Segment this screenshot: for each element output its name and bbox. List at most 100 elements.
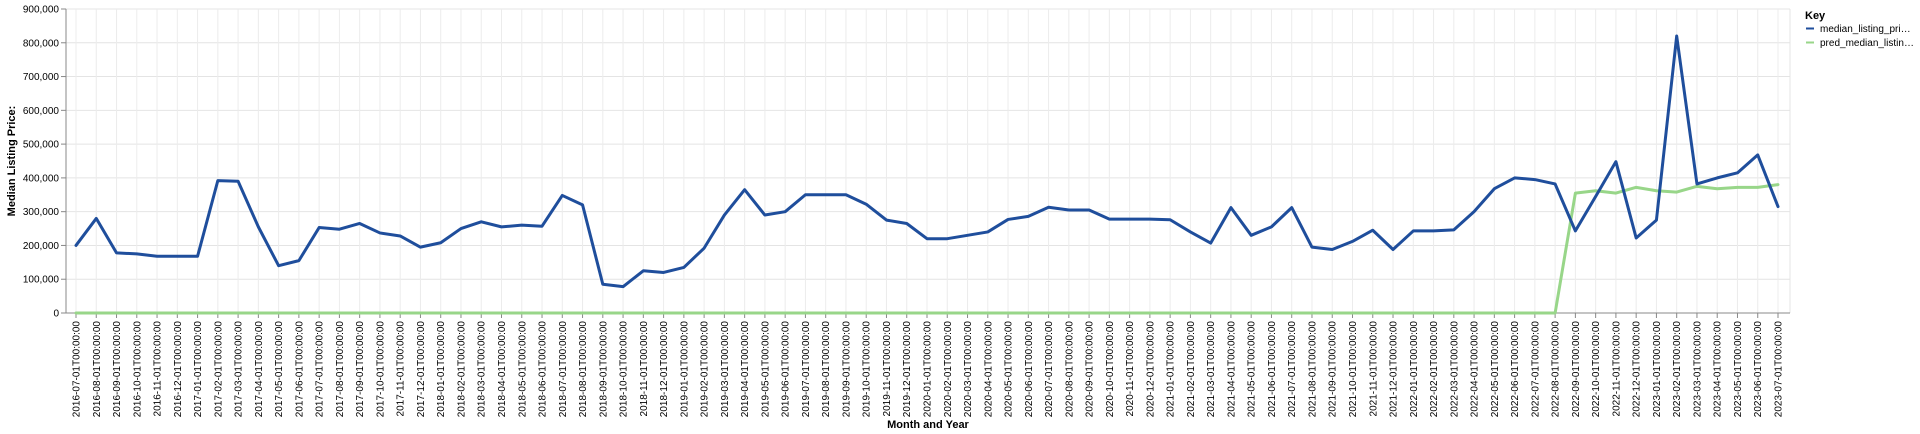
- x-tick-label: 2023-03-01T00:00:00: [1692, 321, 1703, 418]
- x-tick-label: 2017-09-01T00:00:00: [355, 321, 366, 418]
- legend: Key median_listing_pri… pred_median_listi…: [1805, 10, 1914, 49]
- y-tick-label: 400,000: [23, 173, 60, 184]
- x-tick-label: 2021-12-01T00:00:00: [1389, 321, 1400, 418]
- x-tick-label: 2018-07-01T00:00:00: [558, 321, 569, 418]
- y-tick-label: 100,000: [23, 275, 60, 286]
- x-tick-label: 2016-09-01T00:00:00: [112, 321, 123, 418]
- x-tick-label: 2020-11-01T00:00:00: [1125, 321, 1136, 417]
- x-tick-label: 2023-02-01T00:00:00: [1672, 321, 1683, 418]
- x-tick-label: 2019-11-01T00:00:00: [882, 321, 893, 417]
- x-tick-label: 2018-09-01T00:00:00: [598, 321, 609, 418]
- x-tick-label: 2019-08-01T00:00:00: [821, 321, 832, 418]
- x-tick-label: 2020-08-01T00:00:00: [1064, 321, 1075, 418]
- x-axis-ticks: 2016-07-01T00:00:00 2016-08-01T00:00:00 20…: [72, 313, 1785, 417]
- y-axis-title: Median Listing Price:: [6, 106, 18, 217]
- x-tick-label: 2017-06-01T00:00:00: [294, 321, 305, 418]
- x-tick-label: 2017-11-01T00:00:00: [396, 321, 407, 417]
- x-tick-label: 2020-02-01T00:00:00: [943, 321, 954, 418]
- x-tick-label: 2020-09-01T00:00:00: [1085, 321, 1096, 418]
- x-tick-label: 2018-11-01T00:00:00: [639, 321, 650, 417]
- x-tick-label: 2017-04-01T00:00:00: [254, 321, 265, 418]
- x-tick-label: 2023-06-01T00:00:00: [1753, 321, 1764, 418]
- x-tick-label: 2019-12-01T00:00:00: [902, 321, 913, 418]
- x-tick-label: 2016-12-01T00:00:00: [173, 321, 184, 418]
- x-tick-label: 2020-12-01T00:00:00: [1145, 321, 1156, 418]
- x-tick-label: 2020-01-01T00:00:00: [923, 321, 934, 418]
- x-tick-label: 2020-07-01T00:00:00: [1044, 321, 1055, 418]
- x-tick-label: 2019-06-01T00:00:00: [781, 321, 792, 418]
- x-tick-label: 2018-06-01T00:00:00: [538, 321, 549, 418]
- x-tick-label: 2021-08-01T00:00:00: [1307, 321, 1318, 418]
- x-tick-label: 2017-05-01T00:00:00: [274, 321, 285, 418]
- x-tick-label: 2021-07-01T00:00:00: [1287, 321, 1298, 418]
- x-tick-label: 2022-01-01T00:00:00: [1409, 321, 1420, 418]
- grid: [66, 8, 1791, 314]
- x-tick-label: 2022-05-01T00:00:00: [1490, 321, 1501, 418]
- x-tick-label: 2016-10-01T00:00:00: [132, 321, 143, 418]
- legend-title: Key: [1805, 10, 1826, 22]
- x-tick-label: 2019-07-01T00:00:00: [801, 321, 812, 418]
- x-tick-label: 2018-03-01T00:00:00: [477, 321, 488, 418]
- y-tick-label: 500,000: [23, 140, 60, 151]
- x-tick-label: 2021-04-01T00:00:00: [1226, 321, 1237, 418]
- y-tick-label: 900,000: [23, 5, 60, 16]
- y-tick-label: 200,000: [23, 241, 60, 252]
- x-tick-label: 2019-01-01T00:00:00: [679, 321, 690, 418]
- x-tick-label: 2019-05-01T00:00:00: [760, 321, 771, 418]
- x-tick-label: 2022-11-01T00:00:00: [1611, 321, 1622, 417]
- x-tick-label: 2020-03-01T00:00:00: [963, 321, 974, 418]
- x-tick-label: 2018-01-01T00:00:00: [436, 321, 447, 418]
- x-tick-label: 2021-09-01T00:00:00: [1328, 321, 1339, 418]
- x-tick-label: 2017-08-01T00:00:00: [335, 321, 346, 418]
- x-tick-label: 2019-02-01T00:00:00: [700, 321, 711, 418]
- x-tick-label: 2017-12-01T00:00:00: [416, 321, 427, 418]
- x-tick-label: 2022-06-01T00:00:00: [1510, 321, 1521, 418]
- x-tick-label: 2022-10-01T00:00:00: [1591, 321, 1602, 418]
- x-tick-label: 2021-01-01T00:00:00: [1166, 321, 1177, 418]
- series-line-median-listing-price: [74, 34, 1780, 289]
- x-tick-label: 2021-03-01T00:00:00: [1206, 321, 1217, 418]
- x-tick-label: 2017-02-01T00:00:00: [213, 321, 224, 418]
- x-tick-label: 2018-02-01T00:00:00: [456, 321, 467, 418]
- x-tick-label: 2019-03-01T00:00:00: [720, 321, 731, 418]
- y-tick-label: 800,000: [23, 38, 60, 49]
- x-tick-label: 2017-07-01T00:00:00: [315, 321, 326, 418]
- x-axis-title: Month and Year: [887, 419, 969, 431]
- x-tick-label: 2017-10-01T00:00:00: [375, 321, 386, 418]
- x-tick-label: 2021-10-01T00:00:00: [1348, 321, 1359, 418]
- x-tick-label: 2022-08-01T00:00:00: [1551, 321, 1562, 418]
- x-tick-label: 2022-04-01T00:00:00: [1470, 321, 1481, 418]
- x-tick-label: 2023-04-01T00:00:00: [1713, 321, 1724, 418]
- x-tick-label: 2021-11-01T00:00:00: [1368, 321, 1379, 417]
- x-tick-label: 2019-04-01T00:00:00: [740, 321, 751, 418]
- y-axis-ticks: 0 100,000 200,000 300,000 400,000 500,000 600,…: [23, 5, 66, 320]
- x-tick-label: 2022-12-01T00:00:00: [1632, 321, 1643, 418]
- x-tick-label: 2018-08-01T00:00:00: [578, 321, 589, 418]
- x-tick-label: 2021-02-01T00:00:00: [1186, 321, 1197, 418]
- x-tick-label: 2018-05-01T00:00:00: [517, 321, 528, 418]
- legend-entries: median_listing_pri… pred_median_listin…: [1806, 24, 1914, 49]
- y-tick-label: 300,000: [23, 207, 60, 218]
- x-tick-label: 2022-03-01T00:00:00: [1449, 321, 1460, 418]
- x-tick-label: 2023-07-01T00:00:00: [1774, 321, 1785, 418]
- x-tick-label: 2023-01-01T00:00:00: [1652, 321, 1663, 418]
- series: [74, 34, 1780, 315]
- x-tick-label: 2022-09-01T00:00:00: [1571, 321, 1582, 418]
- y-tick-label: 600,000: [23, 106, 60, 117]
- x-tick-label: 2018-10-01T00:00:00: [619, 321, 630, 418]
- x-tick-label: 2021-06-01T00:00:00: [1267, 321, 1278, 418]
- x-tick-label: 2016-11-01T00:00:00: [153, 321, 164, 417]
- x-tick-label: 2022-02-01T00:00:00: [1429, 321, 1440, 418]
- x-tick-label: 2018-12-01T00:00:00: [659, 321, 670, 418]
- x-tick-label: 2017-01-01T00:00:00: [193, 321, 204, 418]
- x-tick-label: 2017-03-01T00:00:00: [234, 321, 245, 418]
- series-line-pred-median-listing-price: [74, 183, 1780, 315]
- x-tick-label: 2023-05-01T00:00:00: [1733, 321, 1744, 418]
- x-tick-label: 2020-06-01T00:00:00: [1024, 321, 1035, 418]
- x-tick-label: 2020-10-01T00:00:00: [1105, 321, 1116, 418]
- y-tick-label: 0: [53, 309, 59, 320]
- x-tick-label: 2019-10-01T00:00:00: [862, 321, 873, 418]
- x-tick-label: 2018-04-01T00:00:00: [497, 321, 508, 418]
